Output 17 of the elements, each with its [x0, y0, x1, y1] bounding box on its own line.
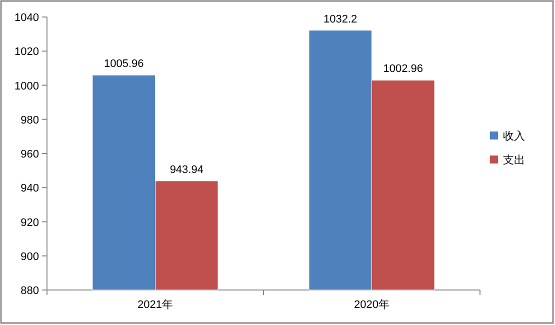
legend-label: 收入: [503, 130, 525, 142]
y-tick-label: 1000: [14, 80, 39, 92]
x-tick-label: 2020年: [354, 299, 390, 311]
x-tick-label: 2021年: [138, 299, 173, 311]
y-tick-label: 880: [20, 285, 39, 297]
data-label: 1005.96: [104, 58, 144, 70]
y-tick-label: 920: [20, 216, 39, 229]
y-tick-label: 960: [20, 148, 39, 160]
y-tick-label: 940: [20, 182, 39, 195]
data-label: 1002.96: [383, 63, 424, 76]
y-tick-label: 900: [20, 250, 39, 263]
y-tick-label: 1040: [14, 12, 39, 24]
y-tick-label: 980: [20, 114, 39, 126]
data-label: 1032.2: [324, 13, 358, 26]
legend-label: 支出: [503, 154, 525, 166]
data-label: 943.94: [170, 164, 204, 176]
y-tick-label: 1020: [14, 46, 39, 58]
